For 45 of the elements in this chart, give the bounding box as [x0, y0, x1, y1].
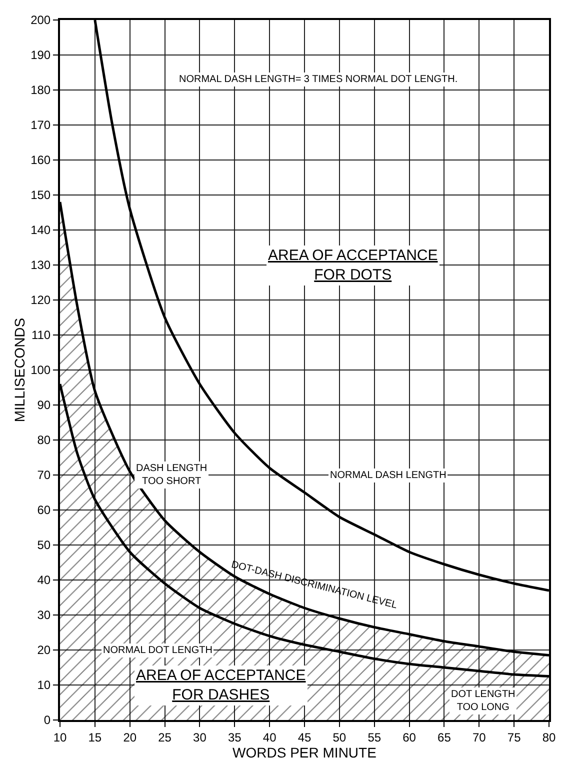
annotation: NORMAL DASH LENGTH= 3 TIMES NORMAL DOT LENGTH.: [179, 74, 458, 85]
y-tick-label: 90: [37, 398, 51, 412]
x-tick-label: 25: [158, 730, 172, 744]
x-tick-label: 50: [332, 730, 346, 744]
y-tick-label: 100: [30, 363, 51, 378]
annotation: AREA OF ACCEPTANCE FOR DASHES: [136, 667, 306, 704]
y-tick-label: 60: [37, 503, 51, 518]
y-tick-label: 0: [44, 713, 51, 728]
x-tick-label: 15: [88, 730, 102, 744]
y-tick-label: 150: [30, 188, 51, 202]
x-tick-label: 45: [298, 730, 312, 744]
x-tick-label: 10: [53, 730, 67, 744]
y-tick-label: 160: [30, 153, 51, 168]
x-axis-title: WORDS PER MINUTE: [232, 744, 376, 760]
y-tick-label: 70: [37, 468, 51, 482]
x-tick-label: 80: [542, 730, 556, 744]
y-tick-label: 130: [30, 258, 51, 272]
y-tick-label: 110: [31, 328, 51, 342]
y-tick-label: 30: [37, 608, 51, 622]
y-tick-label: 140: [30, 223, 51, 238]
y-tick-label: 180: [30, 83, 51, 98]
annotation: DASH LENGTH TOO SHORT: [136, 463, 208, 487]
y-tick-label: 50: [37, 538, 51, 552]
y-tick-label: 170: [30, 118, 51, 132]
y-tick-label: 200: [30, 13, 51, 28]
x-tick-label: 75: [507, 730, 522, 744]
x-tick-label: 30: [193, 730, 207, 744]
x-tick-label: 70: [472, 730, 486, 744]
y-tick-label: 80: [37, 433, 51, 448]
text: NORMAL DASH LENGTH: [330, 470, 446, 481]
y-axis-title: MILLISECONDS: [12, 318, 28, 422]
x-tick-label: 40: [262, 730, 277, 744]
x-tick-label: 55: [368, 730, 382, 744]
y-tick-label: 40: [37, 573, 51, 588]
text: NORMAL DOT LENGTH: [103, 645, 212, 656]
x-tick-label: 35: [228, 730, 242, 744]
x-tick-label: 65: [438, 730, 452, 744]
y-tick-label: 120: [30, 293, 51, 308]
y-tick-label: 10: [37, 678, 51, 692]
annotation: DOT LENGTH TOO LONG: [451, 689, 516, 713]
y-tick-label: 190: [30, 48, 51, 62]
y-tick-label: 20: [37, 643, 51, 658]
x-tick-label: 20: [123, 730, 137, 744]
x-tick-label: 60: [402, 730, 416, 744]
annotation: AREA OF ACCEPTANCE FOR DOTS: [268, 247, 438, 284]
